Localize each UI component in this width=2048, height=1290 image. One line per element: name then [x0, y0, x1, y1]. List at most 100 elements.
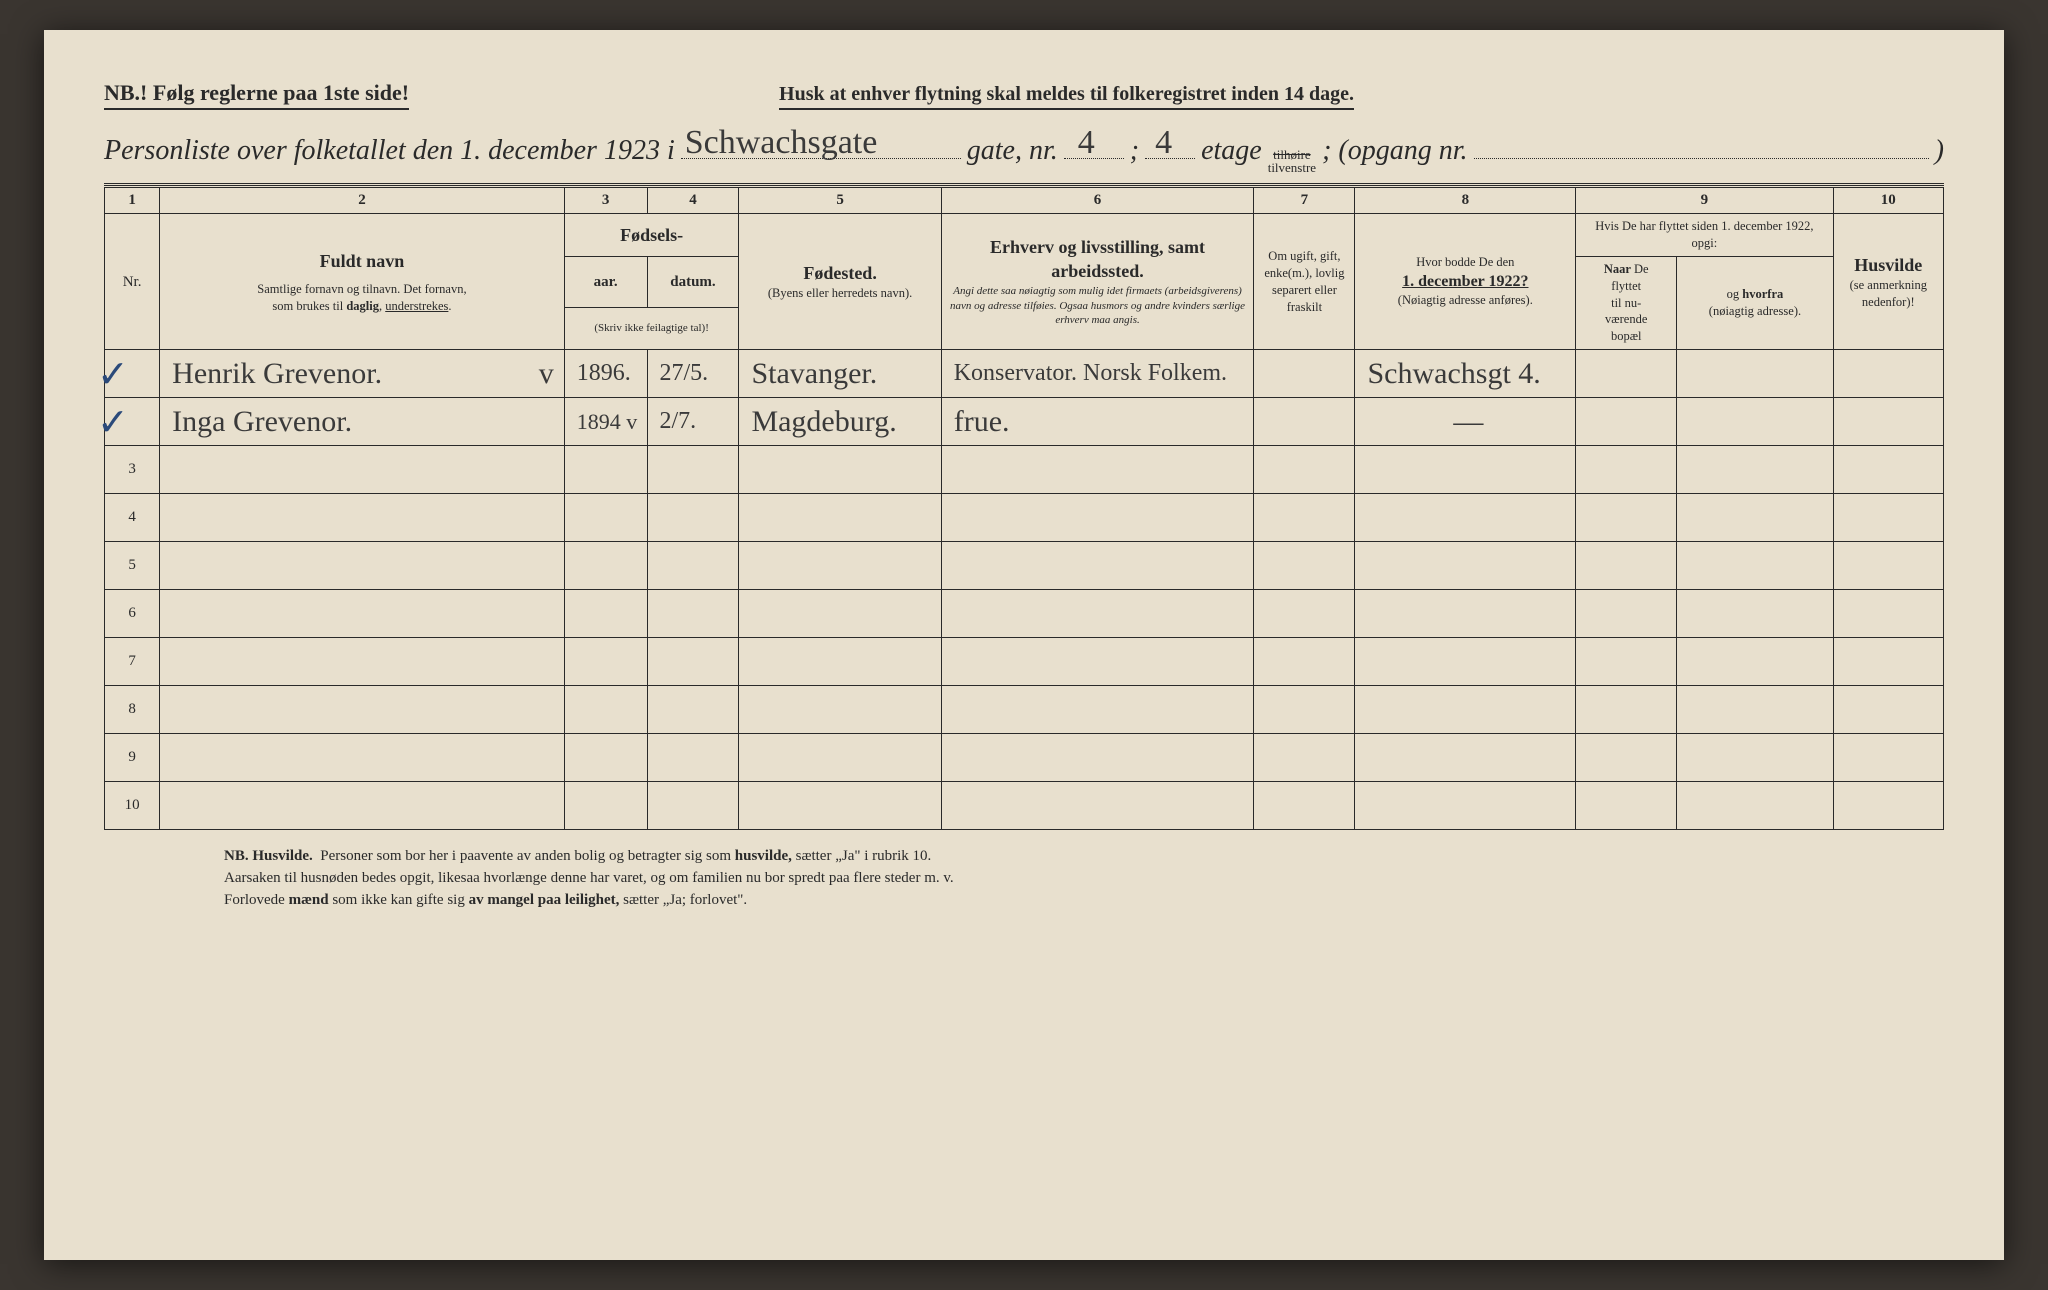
- cell-aar: 1894 v: [564, 398, 647, 446]
- gate-nr-handwritten: 4: [1078, 124, 1095, 162]
- table-body: ✓ Henrik Grevenor.v 1896. 27/5. Stavange…: [105, 350, 1944, 830]
- colnum-2: 2: [160, 188, 565, 214]
- colnum-10: 10: [1833, 188, 1943, 214]
- cell-aar: 1896.: [564, 350, 647, 398]
- cell-datum: 2/7.: [647, 398, 739, 446]
- opgang-label: ; (opgang nr.: [1322, 135, 1467, 167]
- table-row: 7: [105, 638, 1944, 686]
- title-prefix: Personliste over folketallet den 1. dece…: [104, 135, 675, 167]
- colnum-5: 5: [739, 188, 941, 214]
- hdr-erhverv-sub: Angi dette saa nøiagtig som mulig idet f…: [948, 284, 1248, 329]
- cell-bodde: —: [1355, 398, 1576, 446]
- cell-datum: 27/5.: [647, 350, 739, 398]
- hdr-aar: aar.: [564, 256, 647, 307]
- hdr-erhverv: Erhverv og livsstilling, samt arbeidsste…: [941, 214, 1254, 350]
- hdr-fodested: Fødested. (Byens eller herredets navn).: [739, 214, 941, 350]
- table-row: 4: [105, 494, 1944, 542]
- table-row: ✓ Inga Grevenor. 1894 v 2/7. Magdeburg. …: [105, 398, 1944, 446]
- hdr-navn-title: Fuldt navn: [166, 249, 558, 273]
- hdr-naar-text: Naar Deflyttettil nu-værendebopæl: [1582, 261, 1670, 345]
- fraction-bottom: tilvenstre: [1268, 161, 1316, 175]
- row-nr: 8: [105, 686, 160, 734]
- row-nr: ✓: [105, 398, 160, 446]
- hdr-sivil: Om ugift, gift, enke(m.), lovlig separer…: [1254, 214, 1355, 350]
- census-form-page: NB.! Følg reglerne paa 1ste side! Husk a…: [44, 30, 2004, 1260]
- hdr-hvorfra-text: og hvorfra(nøiagtig adresse).: [1683, 286, 1826, 320]
- colnum-4: 4: [647, 188, 739, 214]
- hdr-fodsels: Fødsels-: [564, 214, 739, 257]
- hdr-datum: datum.: [647, 256, 739, 307]
- hdr-husvilde-sub: (se anmerkning nedenfor)!: [1840, 277, 1937, 311]
- footnote-l1: Personer som bor her i paavente av anden…: [317, 848, 932, 864]
- cell-sivil: [1254, 398, 1355, 446]
- cell-fodested: Magdeburg.: [739, 398, 941, 446]
- hdr-naar: Naar Deflyttettil nu-værendebopæl: [1576, 256, 1677, 349]
- census-table: 1 2 3 4 5 6 7 8 9 10 Nr. Fuldt navn Samt…: [104, 187, 1944, 830]
- fraction-top: tilhøire: [1268, 148, 1316, 162]
- colnum-8: 8: [1355, 188, 1576, 214]
- row-nr: 9: [105, 734, 160, 782]
- cell-erhverv: Konservator. Norsk Folkem.: [941, 350, 1254, 398]
- row-nr: 4: [105, 494, 160, 542]
- colnum-9: 9: [1576, 188, 1833, 214]
- cell-navn: Inga Grevenor.: [160, 398, 565, 446]
- cell-navn: Henrik Grevenor.v: [160, 350, 565, 398]
- row-nr: ✓: [105, 350, 160, 398]
- hdr-husvilde: Husvilde (se anmerkning nedenfor)!: [1833, 214, 1943, 350]
- row-nr: 7: [105, 638, 160, 686]
- etage-label: etage: [1201, 135, 1262, 167]
- row-nr: 3: [105, 446, 160, 494]
- hdr-navn: Fuldt navn Samtlige fornavn og tilnavn. …: [160, 214, 565, 350]
- hdr-flyttet: Hvis De har flyttet siden 1. december 19…: [1576, 214, 1833, 257]
- checkmark-icon: ✓: [97, 400, 129, 445]
- etage-field: 4: [1145, 128, 1195, 159]
- cell-husvilde: [1833, 350, 1943, 398]
- footnote-lead: NB. Husvilde.: [224, 848, 313, 864]
- cell-sivil: [1254, 350, 1355, 398]
- colnum-1: 1: [105, 188, 160, 214]
- row-nr: 6: [105, 590, 160, 638]
- table-row: 9: [105, 734, 1944, 782]
- gate-nr-field: 4: [1064, 128, 1124, 159]
- reminder-instruction: Husk at enhver flytning skal meldes til …: [779, 83, 1354, 110]
- table-row: 10: [105, 782, 1944, 830]
- cell-husvilde: [1833, 398, 1943, 446]
- cell-fodested: Stavanger.: [739, 350, 941, 398]
- footnote-l2: Aarsaken til husnøden bedes opgit, likes…: [224, 870, 954, 886]
- table-row: 8: [105, 686, 1944, 734]
- header-row-1: Nr. Fuldt navn Samtlige fornavn og tilna…: [105, 214, 1944, 257]
- hdr-fodested-title: Fødested.: [745, 261, 934, 285]
- hdr-hvorfra: og hvorfra(nøiagtig adresse).: [1677, 256, 1833, 349]
- table-row: 6: [105, 590, 1944, 638]
- colnum-3: 3: [564, 188, 647, 214]
- colnum-6: 6: [941, 188, 1254, 214]
- colnum-7: 7: [1254, 188, 1355, 214]
- cell-erhverv: frue.: [941, 398, 1254, 446]
- hdr-husvilde-title: Husvilde: [1840, 253, 1937, 277]
- hdr-bodde-date: 1. december 1922?: [1361, 271, 1569, 293]
- gate-label: gate, nr.: [967, 135, 1058, 167]
- footnote: NB. Husvilde. Personer som bor her i paa…: [104, 846, 1944, 911]
- cell-bodde: Schwachsgt 4.: [1355, 350, 1576, 398]
- footnote-l3: Forlovede mænd som ikke kan gifte sig av…: [224, 892, 747, 908]
- row-nr: 10: [105, 782, 160, 830]
- title-line: Personliste over folketallet den 1. dece…: [104, 128, 1944, 175]
- hdr-navn-sub: Samtlige fornavn og tilnavn. Det fornavn…: [166, 281, 558, 315]
- nb-instruction: NB.! Følg reglerne paa 1ste side!: [104, 80, 409, 110]
- street-field: Schwachsgate: [681, 128, 961, 159]
- row-nr: 5: [105, 542, 160, 590]
- cell-naar: [1576, 398, 1677, 446]
- hdr-aar-note-text: (Skriv ikke feilagtige tal)!: [571, 321, 733, 336]
- etage-handwritten: 4: [1155, 124, 1172, 162]
- opgang-field: [1474, 128, 1929, 159]
- side-fraction: tilhøire tilvenstre: [1268, 148, 1316, 175]
- cell-hvorfra: [1677, 398, 1833, 446]
- close-paren: ): [1935, 135, 1944, 167]
- hdr-fodested-sub: (Byens eller herredets navn).: [745, 285, 934, 302]
- hdr-sivil-text: Om ugift, gift, enke(m.), lovlig separer…: [1260, 248, 1348, 316]
- checkmark-icon: ✓: [97, 352, 129, 397]
- hdr-flyttet-title: Hvis De har flyttet siden 1. december 19…: [1582, 218, 1826, 252]
- table-row: 5: [105, 542, 1944, 590]
- hdr-erhverv-title: Erhverv og livsstilling, samt arbeidsste…: [948, 235, 1248, 284]
- hdr-bodde: Hvor bodde De den 1. december 1922? (Nøi…: [1355, 214, 1576, 350]
